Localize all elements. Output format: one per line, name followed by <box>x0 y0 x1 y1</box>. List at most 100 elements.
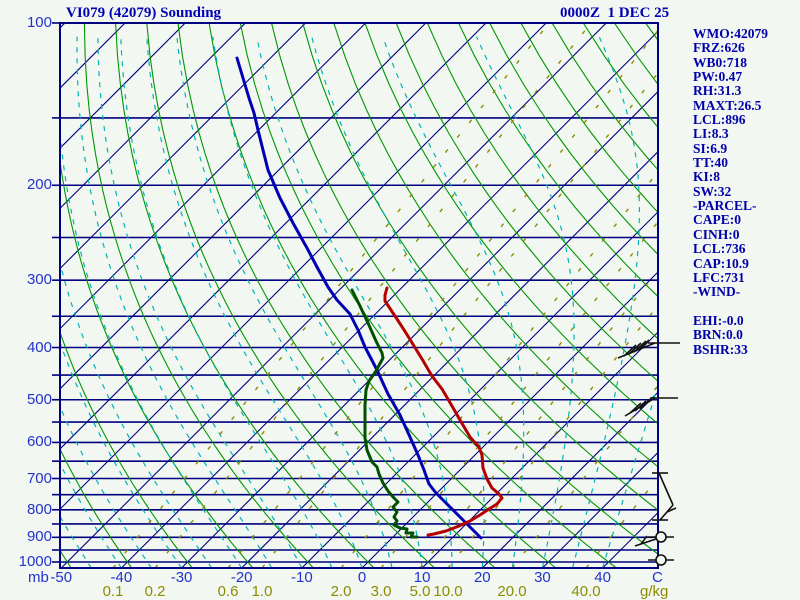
temp-unit-label: C <box>652 569 663 586</box>
stats-line: LI:8.3 <box>693 126 729 142</box>
mixing-ratio-line <box>340 170 658 568</box>
isotherm-line <box>60 23 487 450</box>
grid-lines <box>0 23 658 568</box>
temp-tick-label: -50 <box>50 569 73 586</box>
temp-tick-label: 40 <box>594 569 611 586</box>
calm-wind-icon <box>655 554 667 566</box>
calm-wind-icon <box>655 531 667 543</box>
isotherm-line <box>60 23 186 149</box>
dry-adiabat-line <box>115 23 375 568</box>
pressure-tick-label: 100 <box>26 14 52 31</box>
moist-adiabat-line <box>76 36 273 568</box>
dry-adiabat-line <box>60 157 254 568</box>
dry-adiabat-line <box>364 23 658 425</box>
mixing-ratio-line <box>419 269 658 568</box>
stats-line: CAP:10.9 <box>693 255 749 271</box>
mixing-ratio-label: 2.0 <box>330 583 352 600</box>
moist-adiabat-line <box>60 405 152 568</box>
isotherm-line <box>241 150 658 568</box>
isotherm-line <box>60 23 246 210</box>
isotherm-line <box>481 391 658 568</box>
moist-adiabat-line <box>0 37 31 568</box>
stats-line: PW:0.47 <box>693 69 743 85</box>
stats-panel: WMO:42079 FRZ:626 WB0:718 PW:0.47 RH:31.3 MAX… <box>693 26 799 357</box>
isotherm-line <box>60 23 306 270</box>
stats-line: WMO:42079 <box>693 26 768 41</box>
pressure-tick-label: 200 <box>26 176 52 194</box>
dry-adiabat-line <box>177 23 497 568</box>
chart-timestamp: 0000Z 1 DEC 25 <box>560 5 670 21</box>
temp-tick-label: 30 <box>534 569 551 586</box>
stats-line: SI:6.9 <box>693 140 728 156</box>
moist-adiabat-line <box>120 36 333 568</box>
isotherm-line <box>421 331 658 568</box>
isotherm-line <box>121 30 658 568</box>
dry-adiabat-line <box>60 549 72 568</box>
wind-barb-segment <box>659 504 674 521</box>
pressure-tick-label: 800 <box>26 500 52 518</box>
mixing-ratio-line <box>447 304 658 568</box>
stats-line: BSHR:33 <box>693 341 748 357</box>
stats-line: -PARCEL- <box>693 198 757 214</box>
dry-adiabat-line <box>302 23 658 511</box>
pressure-tick-label: 500 <box>26 390 52 408</box>
dry-adiabat-line <box>489 23 658 256</box>
temp-tick-label: 20 <box>473 569 491 586</box>
pressure-tick-label: 400 <box>26 338 52 356</box>
dry-adiabat-line <box>270 23 658 555</box>
mixing-ratio-label: 5.0 <box>409 583 431 600</box>
wind-barbs <box>617 339 680 566</box>
blue-trace <box>235 56 483 540</box>
mixing-ratio-label: 20.0 <box>497 583 527 600</box>
moist-adiabat-line <box>60 515 92 568</box>
wind-barb-segment <box>628 342 642 355</box>
isotherm-line <box>60 23 367 330</box>
moist-adiabat-line <box>60 340 182 568</box>
moist-adiabat-line <box>146 36 363 568</box>
wind-barb-segment <box>623 344 637 357</box>
stats-line: BRN:0.0 <box>693 327 743 343</box>
mixing-ratio-label: 1.0 <box>251 583 273 600</box>
moist-adiabat-line <box>571 36 641 568</box>
isotherm-line <box>181 90 658 568</box>
stats-line: LCL:896 <box>693 112 746 128</box>
wind-barb-segment <box>634 538 657 547</box>
stats-spacer <box>693 299 799 313</box>
temp-tick-label: 10 <box>413 569 431 586</box>
temp-tick-label: -40 <box>110 569 133 586</box>
moist-adiabat-line <box>0 37 1 568</box>
wind-barb-segment <box>629 402 642 414</box>
moist-adiabat-line <box>60 564 62 568</box>
pressure-tick-label: 600 <box>26 433 52 451</box>
mixing-ratio-line <box>154 23 592 568</box>
dry-adiabat-line <box>458 23 658 298</box>
isotherm-line <box>301 211 658 568</box>
moist-adiabat-line <box>97 36 303 568</box>
mixing-ratio-line <box>511 384 658 568</box>
pressure-tick-label: 700 <box>26 469 52 487</box>
dry-adiabat-line <box>83 23 315 568</box>
moist-adiabat-line <box>602 383 658 568</box>
stats-line: LCL:736 <box>693 241 746 257</box>
mixing-ratio-label: 0.6 <box>217 583 239 600</box>
stats-line: EHI:-0.0 <box>693 312 744 328</box>
stats-line: TT:40 <box>693 155 729 171</box>
isotherm-line <box>60 23 547 510</box>
isotherm-line <box>60 23 427 390</box>
wind-barb-segment <box>666 507 677 513</box>
temp-tick-label: -30 <box>170 569 193 586</box>
stats-line: CAPE:0 <box>693 212 741 228</box>
wind-barb-segment <box>634 400 647 412</box>
red-trace <box>383 286 504 537</box>
moist-adiabat-line <box>60 462 122 568</box>
moist-adiabat-line <box>256 36 453 568</box>
pressure-tick-label: 300 <box>26 271 52 289</box>
stats-line: FRZ:626 <box>693 40 745 56</box>
dry-adiabat-line <box>333 23 658 468</box>
stats-line: MAXT:26.5 <box>693 97 762 113</box>
wind-barb-segment <box>638 339 650 351</box>
temp-tick-label: 0 <box>357 569 367 586</box>
mixing-ratio-line <box>112 23 550 568</box>
stats-line: CINH:0 <box>693 226 740 242</box>
dry-adiabat-line <box>60 330 193 568</box>
